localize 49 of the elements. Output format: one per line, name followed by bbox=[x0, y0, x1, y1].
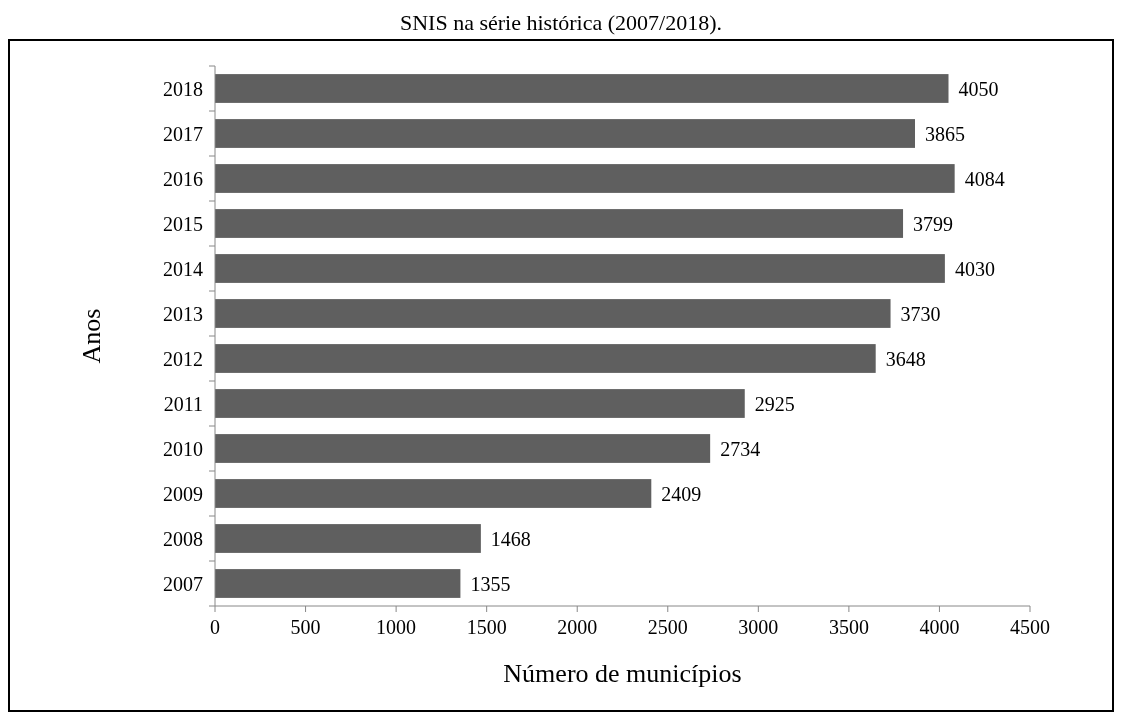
data-label: 2409 bbox=[661, 482, 702, 505]
x-tick-label: 4000 bbox=[919, 616, 960, 638]
bar bbox=[215, 569, 461, 598]
data-label: 1468 bbox=[490, 527, 531, 550]
bar bbox=[215, 434, 711, 463]
data-label: 3648 bbox=[885, 347, 926, 370]
x-tick-label: 2000 bbox=[557, 616, 598, 638]
data-label: 2734 bbox=[720, 437, 761, 460]
y-axis-title: Anos bbox=[77, 308, 106, 364]
x-tick-label: 2500 bbox=[647, 616, 688, 638]
x-tick-label: 3500 bbox=[828, 616, 869, 638]
y-tick-label: 2010 bbox=[163, 437, 203, 460]
y-tick-label: 2015 bbox=[163, 212, 203, 235]
bar bbox=[215, 479, 652, 508]
y-tick-label: 2017 bbox=[163, 122, 203, 145]
y-tick-label: 2012 bbox=[163, 347, 203, 370]
x-tick-label: 0 bbox=[210, 616, 220, 638]
bar bbox=[215, 254, 945, 283]
y-tick-label: 2013 bbox=[163, 302, 203, 325]
y-tick-label: 2014 bbox=[163, 257, 203, 280]
y-tick-label: 2007 bbox=[163, 572, 203, 595]
bar bbox=[215, 389, 745, 418]
y-tick-label: 2008 bbox=[163, 527, 203, 550]
bar bbox=[215, 524, 481, 553]
data-label: 4084 bbox=[964, 167, 1005, 190]
bar bbox=[215, 74, 949, 103]
x-tick-label: 3000 bbox=[738, 616, 779, 638]
data-label: 3730 bbox=[900, 302, 941, 325]
bar bbox=[215, 299, 891, 328]
x-tick-label: 1000 bbox=[376, 616, 417, 638]
bar bbox=[215, 119, 915, 148]
y-tick-label: 2016 bbox=[163, 167, 203, 190]
x-tick-label: 4500 bbox=[1010, 616, 1050, 638]
data-label: 1355 bbox=[470, 572, 511, 595]
chart-title: SNIS na série histórica (2007/2018). bbox=[400, 10, 722, 35]
x-axis-title: Número de municípios bbox=[503, 659, 742, 688]
data-label: 2925 bbox=[754, 392, 795, 415]
data-label: 4050 bbox=[958, 77, 999, 100]
x-tick-label: 1500 bbox=[466, 616, 507, 638]
x-tick-label: 500 bbox=[290, 616, 321, 638]
y-tick-label: 2018 bbox=[163, 77, 203, 100]
y-tick-label: 2011 bbox=[163, 392, 203, 415]
bar bbox=[215, 209, 904, 238]
y-tick-label: 2009 bbox=[163, 482, 203, 505]
data-label: 3799 bbox=[913, 212, 954, 235]
data-label: 4030 bbox=[954, 257, 995, 280]
bar bbox=[215, 344, 876, 373]
data-label: 3865 bbox=[924, 122, 965, 145]
bar bbox=[215, 164, 955, 193]
